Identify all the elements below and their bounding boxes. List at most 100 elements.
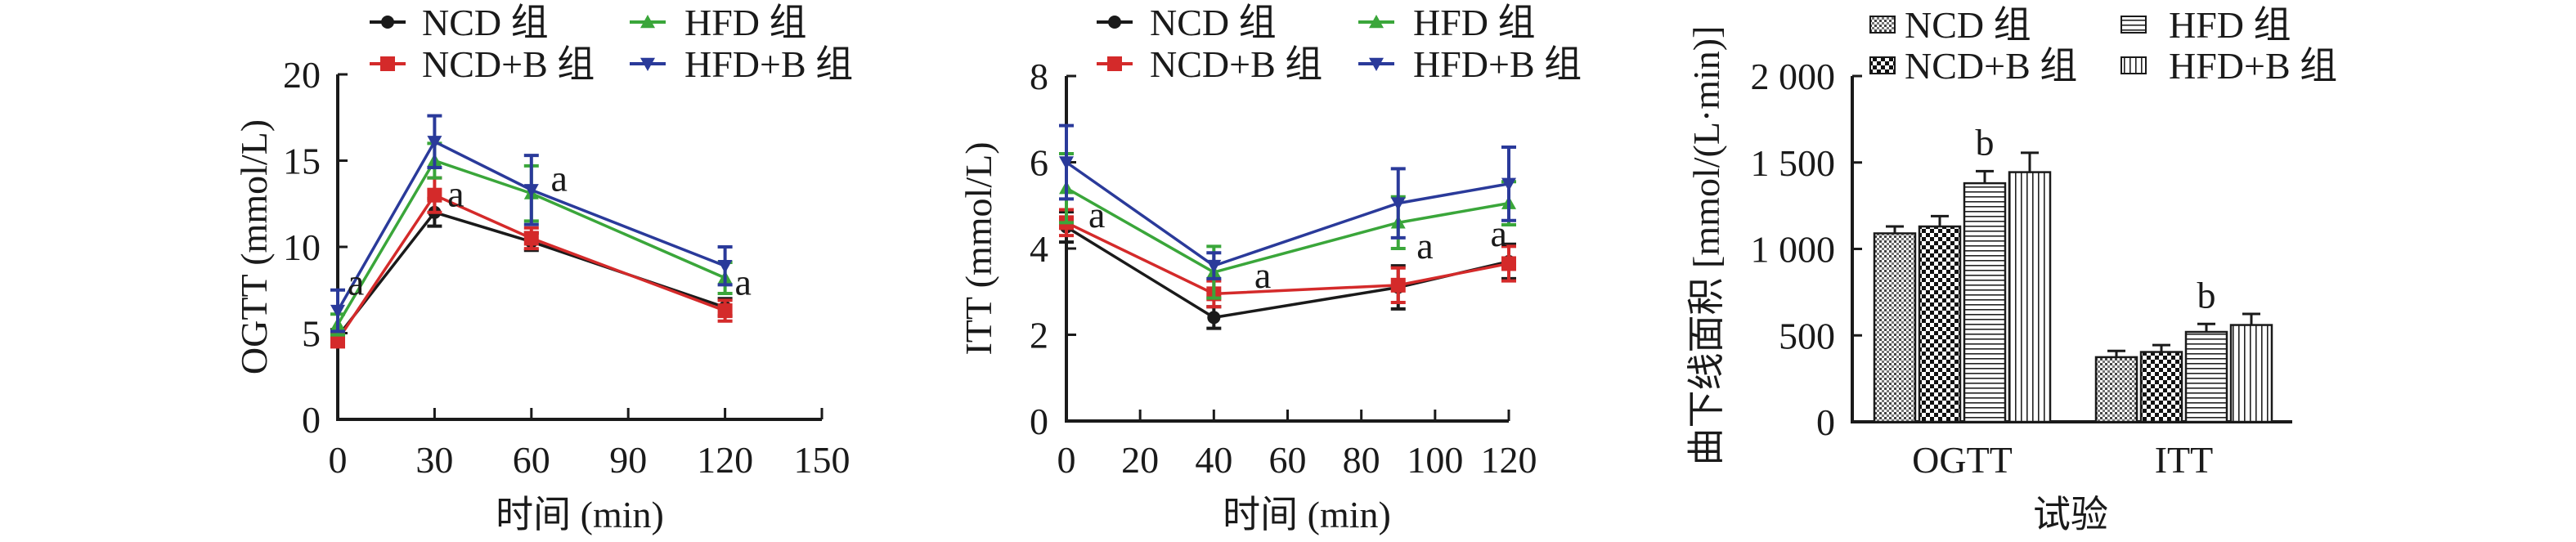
- y-tick-label: 2: [1030, 315, 1048, 356]
- y-tick-label: 8: [1030, 56, 1048, 97]
- legend-item: HFD+B 组: [1358, 43, 1582, 85]
- legend-label: HFD+B 组: [1413, 43, 1582, 85]
- x-tick-label: 40: [1195, 439, 1232, 481]
- data-point: [523, 184, 539, 198]
- legend-label: NCD 组: [422, 2, 549, 43]
- y-tick-label: 500: [1779, 315, 1835, 356]
- x-tick-label: 90: [609, 439, 647, 481]
- data-point: [427, 136, 442, 150]
- x-tick-label: 100: [1407, 439, 1463, 481]
- legend-item: HFD 组: [2120, 4, 2291, 46]
- data-point: [717, 303, 733, 319]
- legend-marker: [640, 15, 655, 29]
- legend-label: NCD 组: [1150, 2, 1277, 43]
- legend-label: HFD 组: [1413, 2, 1536, 43]
- legend-item: NCD+B 组: [1869, 45, 2077, 87]
- series-line: [336, 159, 726, 325]
- x-tick-label: 80: [1343, 439, 1380, 481]
- bar: [2008, 171, 2052, 423]
- legend-marker: [1108, 16, 1121, 29]
- data-point: [1390, 197, 1406, 211]
- legend-marker: [380, 56, 395, 71]
- legend-swatch: [2120, 56, 2147, 74]
- significance-label: b: [2197, 274, 2216, 316]
- legend-marker: [381, 16, 394, 29]
- x-tick-label: 30: [415, 439, 453, 481]
- data-point: [330, 304, 345, 319]
- significance-label: a: [348, 261, 364, 302]
- x-axis-label: 时间 (min): [1223, 494, 1391, 535]
- y-tick-label: 2 000: [1751, 56, 1836, 97]
- data-point: [1390, 277, 1406, 293]
- significance-label: a: [1088, 194, 1105, 235]
- legend-swatch: [2120, 16, 2147, 34]
- series-line: [336, 193, 726, 341]
- data-point: [1059, 156, 1074, 170]
- y-tick-label: 0: [1030, 401, 1048, 442]
- series-line: [1066, 221, 1510, 296]
- x-tick-label: 20: [1121, 439, 1159, 481]
- legend-item: NCD 组: [1097, 2, 1277, 43]
- legend-label: NCD+B 组: [1905, 45, 2077, 87]
- x-axis-label: 时间 (min): [496, 494, 664, 535]
- bar: [1963, 181, 2007, 423]
- bar: [2229, 324, 2273, 423]
- significance-label: b: [1976, 121, 1995, 163]
- bar: [1873, 232, 1917, 423]
- series-ncd: [1059, 210, 1516, 330]
- y-tick-label: 0: [1816, 401, 1835, 443]
- legend-label: NCD+B 组: [422, 43, 595, 85]
- bar: [2094, 356, 2138, 423]
- data-point: [523, 231, 539, 246]
- bar: [1918, 225, 1962, 423]
- data-point: [717, 260, 733, 274]
- legend-marker: [1369, 57, 1384, 71]
- legend-item: HFD 组: [1358, 2, 1536, 43]
- legend-swatch: [1869, 16, 1896, 34]
- y-tick-label: 5: [302, 313, 321, 355]
- legend-item: NCD 组: [370, 2, 549, 43]
- legend-swatch: [1869, 56, 1896, 74]
- significance-label: a: [550, 158, 567, 199]
- data-point: [1206, 259, 1222, 274]
- legend-item: NCD+B 组: [1097, 43, 1322, 85]
- bar: [2184, 330, 2228, 423]
- legend-marker: [1107, 56, 1122, 71]
- legend-item: HFD 组: [630, 2, 807, 43]
- x-axis-label: 试验: [2033, 494, 2108, 535]
- y-tick-label: 1 000: [1751, 229, 1836, 271]
- series-line: [1065, 161, 1510, 268]
- legend-item: NCD 组: [1869, 4, 2031, 46]
- x-tick-label: 60: [513, 439, 550, 481]
- legend-item: HFD+B 组: [630, 43, 853, 85]
- bar: [2139, 351, 2183, 423]
- legend-label: HFD+B 组: [2169, 45, 2337, 87]
- legend-item: HFD+B 组: [2120, 45, 2337, 87]
- data-point: [1207, 311, 1221, 325]
- x-tick-label: 120: [1481, 439, 1537, 481]
- category-label: ITT: [2155, 439, 2214, 481]
- x-tick-label: 0: [1057, 439, 1076, 481]
- y-axis-label: ITT (mmol/L): [958, 141, 999, 355]
- legend-label: HFD 组: [2169, 4, 2291, 46]
- legend-marker: [640, 57, 655, 71]
- significance-label: a: [447, 173, 464, 215]
- series-line: [336, 139, 726, 311]
- x-tick-label: 60: [1269, 439, 1307, 481]
- legend-label: NCD+B 组: [1150, 43, 1322, 85]
- y-tick-label: 0: [302, 399, 321, 441]
- data-point: [427, 187, 442, 203]
- x-tick-label: 120: [697, 439, 753, 481]
- legend-label: HFD 组: [684, 2, 807, 43]
- significance-label: a: [1490, 213, 1506, 254]
- significance-label: a: [1416, 225, 1433, 267]
- itt-line-chart: 0 2 4 6 8 ITT (mmol/L) 时间 (min) 0 20 40 60 80 100 120…: [958, 2, 1582, 535]
- y-tick-label: 4: [1030, 228, 1048, 270]
- significance-label: a: [734, 261, 751, 302]
- x-tick-label: 150: [794, 439, 850, 481]
- y-tick-label: 1 500: [1751, 142, 1836, 184]
- y-tick-label: 6: [1030, 142, 1048, 184]
- legend-item: NCD+B 组: [370, 43, 595, 85]
